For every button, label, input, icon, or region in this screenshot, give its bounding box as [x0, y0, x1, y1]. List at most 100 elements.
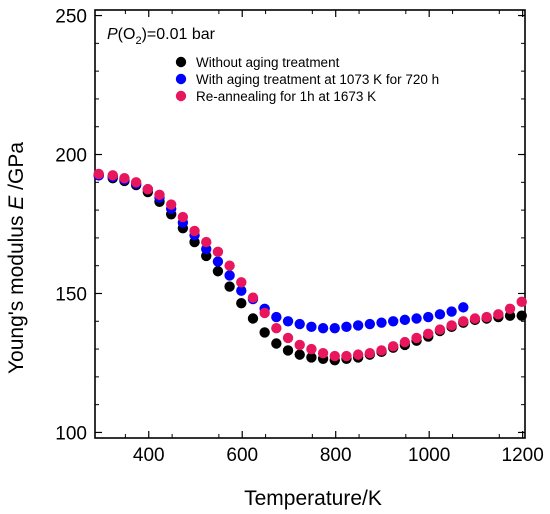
y-tick-label: 100: [55, 423, 87, 444]
data-point: [329, 350, 340, 362]
legend-marker: [175, 90, 187, 102]
data-point: [329, 323, 340, 334]
data-point: [411, 313, 422, 324]
data-point: [271, 311, 282, 323]
legend: Without aging treatment With aging treatm…: [175, 55, 439, 104]
data-point: [247, 292, 259, 303]
data-point: [411, 332, 422, 344]
x-tick-label: 800: [320, 445, 352, 466]
legend-label: Without aging treatment: [196, 55, 340, 70]
data-point: [247, 313, 259, 324]
data-point: [107, 170, 118, 181]
axis-tick-labels: 400 600 800 1000 1200 100 150 200 250: [55, 7, 544, 466]
data-point: [294, 349, 305, 360]
data-point: [504, 303, 516, 314]
data-point: [177, 211, 189, 223]
data-point: [376, 317, 387, 328]
data-points: [93, 168, 527, 366]
data-point: [458, 302, 469, 313]
data-point: [236, 298, 247, 309]
data-point: [352, 320, 364, 331]
data-point: [201, 236, 212, 248]
data-point: [434, 324, 446, 335]
data-point: [446, 306, 457, 317]
x-tick-label: 1200: [502, 445, 544, 466]
y-axis-title-prefix: Young's modulus: [5, 210, 28, 374]
data-point: [481, 311, 492, 323]
data-point: [119, 172, 130, 184]
legend-label: With aging treatment at 1073 K for 720 h: [196, 72, 439, 87]
annotation-open: (O: [118, 26, 136, 43]
data-point: [317, 348, 329, 359]
data-point: [224, 281, 235, 292]
data-point: [434, 309, 446, 320]
data-point: [306, 343, 317, 355]
y-tick-label: 200: [55, 146, 87, 167]
data-point: [341, 321, 352, 333]
data-point: [271, 323, 282, 334]
y-axis-title-unit: /GPa: [5, 142, 28, 196]
data-point: [189, 225, 200, 237]
legend-marker: [175, 73, 187, 85]
annotation-symbol: P: [107, 26, 118, 43]
x-tick-label: 1000: [408, 445, 450, 466]
data-point: [165, 199, 177, 210]
data-point: [154, 189, 165, 201]
data-point: [446, 320, 457, 331]
data-point: [306, 352, 317, 363]
annotation-subscript: 2: [135, 35, 141, 47]
data-point: [387, 316, 399, 327]
data-point: [376, 345, 387, 356]
data-point: [142, 184, 154, 195]
data-point: [224, 270, 235, 281]
x-axis-title: Temperature/K: [244, 487, 382, 510]
data-point: [212, 256, 224, 267]
data-point: [93, 168, 104, 180]
plot-frame: [94, 9, 526, 439]
y-tick-label: 250: [55, 7, 87, 28]
legend-label: Re-annealing for 1h at 1673 K: [196, 89, 376, 104]
plot-border: [94, 9, 526, 439]
data-point: [212, 246, 224, 257]
annotation-suffix: )=0.01 bar: [142, 26, 216, 43]
data-point: [282, 332, 294, 344]
data-point: [212, 266, 224, 277]
y-tick-label: 150: [55, 284, 87, 305]
data-point: [306, 321, 317, 333]
data-point: [294, 318, 305, 330]
legend-marker: [175, 56, 187, 68]
data-point: [282, 316, 294, 327]
data-point: [423, 311, 434, 323]
data-point: [423, 328, 434, 339]
data-point: [364, 318, 376, 330]
data-point: [399, 314, 411, 326]
x-tick-label: 600: [226, 445, 258, 466]
series-3-points: [93, 168, 527, 362]
pressure-annotation: P(O2)=0.01 bar: [107, 26, 216, 47]
data-point: [493, 309, 504, 320]
y-axis-title-symbol: E: [5, 195, 28, 210]
x-tick-label: 400: [133, 445, 165, 466]
data-point: [259, 327, 270, 338]
data-point: [282, 345, 294, 356]
data-point: [516, 296, 527, 308]
data-point: [271, 338, 282, 349]
data-point: [352, 349, 364, 360]
data-point: [317, 323, 329, 334]
data-point: [469, 313, 481, 324]
data-point: [259, 307, 270, 319]
data-point: [341, 350, 352, 362]
data-point: [236, 277, 247, 288]
data-point: [399, 336, 411, 348]
data-point: [294, 339, 305, 351]
data-point: [236, 285, 247, 296]
data-point: [387, 341, 399, 352]
data-point: [516, 310, 527, 321]
y-axis-title: Young's modulus E /GPa: [5, 142, 28, 374]
axis-ticks: [95, 10, 525, 438]
data-point: [458, 316, 469, 327]
data-point: [364, 348, 376, 359]
data-point: [130, 177, 142, 188]
data-point: [224, 260, 235, 271]
